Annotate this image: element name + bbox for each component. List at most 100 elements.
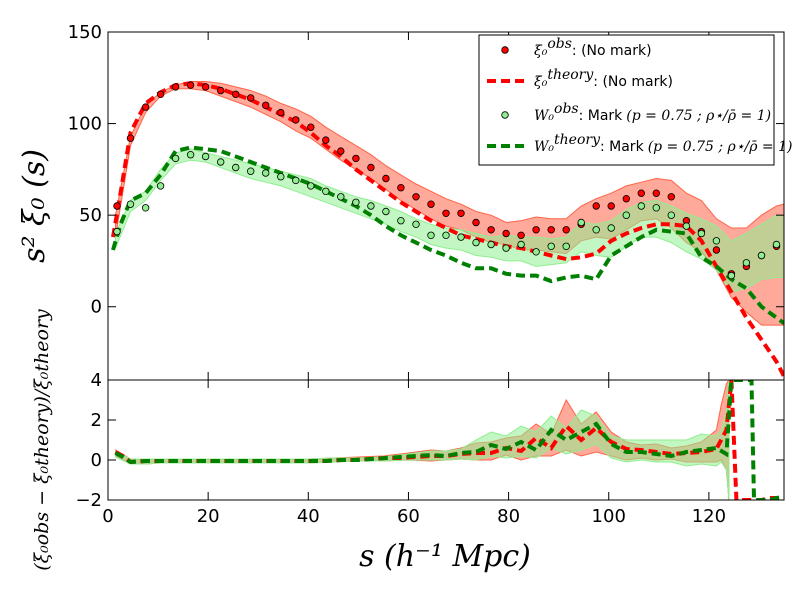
point-W_obs bbox=[622, 211, 630, 219]
residual-lines bbox=[114, 380, 784, 500]
point-W_obs bbox=[592, 226, 600, 234]
point-W_obs bbox=[231, 163, 240, 172]
line-W_residual bbox=[114, 380, 784, 500]
y-tick-label: 50 bbox=[79, 205, 102, 226]
point-xi_obs bbox=[442, 209, 450, 217]
x-tick-label: 20 bbox=[197, 506, 220, 527]
point-xi_obs bbox=[262, 101, 270, 109]
legend-label-W_theory: W₀theory: Mark (p = 0.75 ; ρ⋆/ρ̄ = 1) bbox=[534, 132, 792, 155]
x-tick-label: 60 bbox=[397, 506, 420, 527]
point-xi_obs bbox=[622, 194, 630, 203]
point-W_obs bbox=[186, 150, 195, 159]
point-xi_obs bbox=[231, 90, 240, 98]
legend-label-W_obs: W₀obs: Mark (p = 0.75 ; ρ⋆/ρ̄ = 1) bbox=[534, 101, 771, 124]
point-W_obs bbox=[547, 242, 555, 250]
point-xi_obs bbox=[246, 94, 255, 102]
point-xi_obs bbox=[201, 83, 210, 91]
point-xi_obs bbox=[367, 163, 375, 172]
point-W_obs bbox=[772, 240, 781, 249]
point-W_obs bbox=[113, 227, 121, 236]
point-W_obs bbox=[156, 182, 165, 190]
point-xi_obs bbox=[427, 200, 435, 208]
point-W_obs bbox=[742, 259, 751, 267]
point-xi_obs bbox=[712, 246, 721, 254]
point-xi_obs bbox=[277, 108, 285, 117]
res-y-tick-label: 2 bbox=[91, 410, 102, 431]
legend-marker-xi_obs bbox=[501, 46, 509, 54]
x-tick-label: 100 bbox=[592, 506, 626, 527]
residual-plot-frame bbox=[107, 379, 785, 501]
legend: ξ₀obs: (No mark) ξ₀theory: (No mark) W₀obs… bbox=[478, 34, 792, 166]
point-xi_obs bbox=[397, 183, 405, 192]
point-W_obs bbox=[712, 237, 721, 245]
point-xi_obs bbox=[186, 81, 195, 89]
point-W_obs bbox=[457, 233, 465, 241]
point-xi_obs bbox=[322, 136, 330, 144]
point-xi_obs bbox=[171, 83, 180, 91]
point-W_obs bbox=[201, 152, 210, 161]
point-W_obs bbox=[337, 193, 345, 201]
point-xi_obs bbox=[156, 90, 165, 98]
res-y-tick-label: 4 bbox=[91, 370, 102, 391]
line-W_theory bbox=[111, 145, 784, 325]
point-W_obs bbox=[216, 158, 225, 166]
line-xi_theory bbox=[111, 81, 784, 378]
y-tick-label: 0 bbox=[91, 297, 102, 318]
residual-y-axis-title: (ξ₀obs − ξ₀theory)/ξ₀theory bbox=[31, 309, 53, 571]
point-xi_obs bbox=[457, 209, 465, 217]
point-W_obs bbox=[652, 204, 660, 212]
point-W_obs bbox=[277, 172, 285, 181]
point-W_obs bbox=[141, 204, 150, 212]
point-xi_obs bbox=[532, 226, 540, 234]
y-axis-title: s² ξ₀ (s) bbox=[17, 149, 52, 263]
res-y-tick-label: −2 bbox=[75, 490, 102, 511]
point-W_obs bbox=[427, 231, 435, 239]
band-W_band bbox=[115, 148, 784, 293]
point-xi_obs bbox=[652, 189, 660, 197]
point-W_obs bbox=[412, 220, 420, 228]
main-bands bbox=[115, 81, 784, 326]
point-xi_obs bbox=[502, 229, 510, 238]
point-xi_obs bbox=[382, 174, 390, 183]
point-xi_obs bbox=[637, 189, 645, 197]
point-W_obs bbox=[262, 169, 270, 177]
x-axis-title: s (h⁻¹ Mpc) bbox=[359, 539, 531, 574]
point-W_obs bbox=[727, 271, 736, 280]
x-tick-label: 40 bbox=[297, 506, 320, 527]
point-W_obs bbox=[126, 200, 135, 208]
point-W_obs bbox=[577, 218, 585, 227]
point-xi_obs bbox=[292, 116, 300, 124]
point-W_obs bbox=[487, 240, 495, 249]
point-W_obs bbox=[502, 244, 510, 252]
point-xi_obs bbox=[141, 103, 150, 111]
point-W_obs bbox=[562, 242, 570, 250]
point-W_obs bbox=[517, 240, 525, 249]
point-xi_obs bbox=[472, 218, 480, 227]
point-xi_obs bbox=[337, 147, 345, 155]
point-xi_obs bbox=[113, 202, 121, 210]
point-W_obs bbox=[367, 202, 375, 210]
point-xi_obs bbox=[562, 226, 570, 234]
res-y-tick-label: 0 bbox=[91, 450, 102, 471]
point-W_obs bbox=[246, 167, 255, 175]
point-xi_obs bbox=[126, 134, 135, 142]
x-tick-label: 80 bbox=[497, 506, 520, 527]
point-xi_obs bbox=[352, 154, 360, 163]
point-xi_obs bbox=[547, 226, 555, 234]
point-W_obs bbox=[682, 222, 691, 230]
point-xi_obs bbox=[307, 123, 315, 131]
x-tick-label: 0 bbox=[102, 506, 113, 527]
main-axes: 0 50 100 150 bbox=[68, 22, 784, 380]
band-xi_band bbox=[115, 81, 784, 326]
legend-label-xi_obs: ξ₀obs: (No mark) bbox=[534, 36, 652, 59]
y-tick-label: 100 bbox=[68, 114, 102, 135]
point-W_obs bbox=[757, 251, 766, 260]
y-tick-label: 150 bbox=[68, 22, 102, 43]
point-xi_obs bbox=[667, 193, 675, 201]
point-W_obs bbox=[442, 231, 450, 239]
point-W_obs bbox=[532, 248, 540, 256]
point-W_obs bbox=[397, 216, 405, 225]
point-xi_obs bbox=[216, 86, 225, 95]
